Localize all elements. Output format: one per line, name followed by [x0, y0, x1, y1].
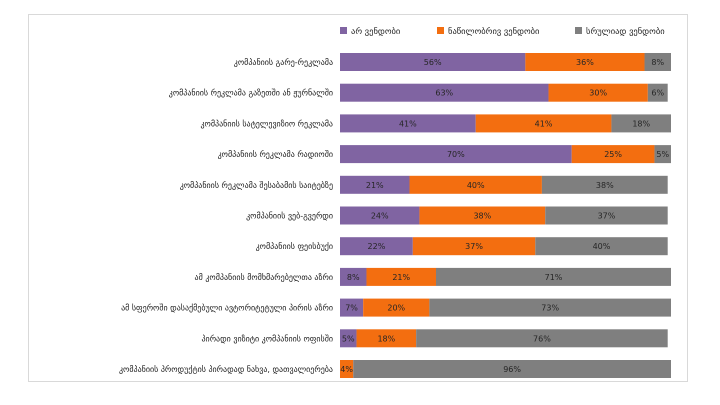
category-label: კომპანიის პროდუქტის პირადად ნახვა, დათვა…	[119, 364, 333, 374]
bar-segment	[340, 329, 357, 348]
data-label: 40%	[593, 242, 611, 251]
category-label: კომპანიის სატელევიზიო რეკლამა	[200, 118, 333, 128]
data-label: 36%	[576, 58, 594, 67]
bar-segment	[366, 267, 436, 286]
bar-segment	[340, 83, 549, 102]
category-label: პირადი ვიზიტი კომპანიის ოფისში	[201, 333, 333, 343]
data-label: 96%	[503, 365, 521, 374]
data-label: 18%	[632, 119, 650, 128]
legend-label: სრულიად ვენდობი	[586, 26, 665, 37]
bar-segment	[340, 237, 413, 256]
data-label: 30%	[589, 89, 607, 98]
data-label: 7%	[345, 304, 358, 313]
bar-segment	[647, 83, 668, 102]
bar-segment	[340, 114, 476, 133]
bar-segment	[475, 114, 612, 133]
legend: არ ვენდობი ნაწილობრივ ვენდობი სრულიად ვენდ…	[340, 26, 665, 37]
data-label: 71%	[545, 273, 563, 282]
data-label: 63%	[435, 89, 453, 98]
bar-segment	[409, 175, 542, 194]
bar-segment	[644, 53, 671, 71]
stacked-bar-chart: არ ვენდობი ნაწილობრივ ვენდობი სრულიად ვენდ…	[119, 26, 671, 378]
legend-swatch	[340, 27, 347, 34]
bars	[340, 53, 671, 378]
bar-segment	[548, 83, 648, 102]
category-label: კომპანიის რეკლამა რადიოში	[218, 149, 333, 159]
data-label: 18%	[377, 334, 395, 343]
category-label: კომპანიის გარე-რეკლამა	[234, 57, 333, 67]
data-label: 6%	[651, 89, 664, 98]
bar-segment	[412, 237, 536, 256]
category-label: ამ სფეროში დასაქმებული ავტორიტეტული პირი…	[121, 303, 333, 313]
category-label: კომპანიის ფეისბუქი	[256, 241, 333, 251]
bar-segment	[340, 298, 364, 317]
bar-segment	[435, 267, 671, 286]
bar-segment	[340, 206, 420, 225]
legend-swatch	[575, 27, 582, 34]
bar-segment	[654, 145, 671, 164]
bar-segment	[571, 145, 655, 164]
data-label: 24%	[371, 212, 389, 221]
bar-segment	[541, 175, 668, 194]
data-label: 41%	[535, 119, 553, 128]
data-label: 20%	[387, 304, 405, 313]
bar-segment	[340, 360, 354, 378]
data-label: 38%	[596, 181, 614, 190]
bar-segment	[416, 329, 668, 348]
data-label: 37%	[465, 242, 483, 251]
category-label: კომპანიის რეკლამა შესაბამის საიტებზე	[180, 180, 333, 190]
bar-segment	[340, 175, 410, 194]
data-label: 40%	[467, 181, 485, 190]
data-label: 25%	[604, 150, 622, 159]
bar-segment	[340, 145, 572, 164]
legend-label: ნაწილობრივ ვენდობი	[448, 26, 539, 37]
category-labels: კომპანიის გარე-რეკლამა კომპანიის რეკლამა …	[119, 57, 333, 374]
legend-swatch	[437, 27, 444, 34]
data-label: 76%	[533, 334, 551, 343]
data-label: 38%	[473, 212, 491, 221]
data-label: 5%	[656, 150, 669, 159]
data-label: 4%	[340, 365, 353, 374]
category-label: ამ კომპანიის მომხმარებელთა აზრი	[195, 272, 333, 282]
data-label: 37%	[598, 212, 616, 221]
category-label: კომპანიის რეკლამა გაზეთში ან ჟურნალში	[169, 88, 333, 98]
bar-segment	[340, 267, 367, 286]
bar-segment	[535, 237, 668, 256]
data-label: 22%	[368, 242, 386, 251]
legend-label: არ ვენდობი	[351, 26, 400, 37]
data-label: 8%	[651, 58, 664, 67]
bar-segment	[363, 298, 430, 317]
data-label: 21%	[392, 273, 410, 282]
bar-segment	[429, 298, 671, 317]
bar-segment	[419, 206, 546, 225]
category-label: კომპანიის ვებ-გვერდი	[246, 211, 333, 221]
data-label: 8%	[347, 273, 360, 282]
data-label: 5%	[342, 334, 355, 343]
bar-segment	[353, 360, 671, 378]
bar-segment	[525, 53, 645, 71]
bar-segment	[340, 53, 526, 71]
data-labels: 56% 36% 8% 63% 30% 6% 41% 41% 18% 70% 25% 5% 21% 40% 3…	[340, 58, 669, 374]
chart-frame: არ ვენდობი ნაწილობრივ ვენდობი სრულიად ვენდ…	[28, 14, 688, 382]
data-label: 70%	[447, 150, 465, 159]
data-label: 56%	[424, 58, 442, 67]
bar-segment	[356, 329, 417, 348]
data-label: 73%	[541, 304, 559, 313]
bar-segment	[545, 206, 668, 225]
data-label: 41%	[399, 119, 417, 128]
bar-segment	[611, 114, 671, 133]
data-label: 21%	[366, 181, 384, 190]
